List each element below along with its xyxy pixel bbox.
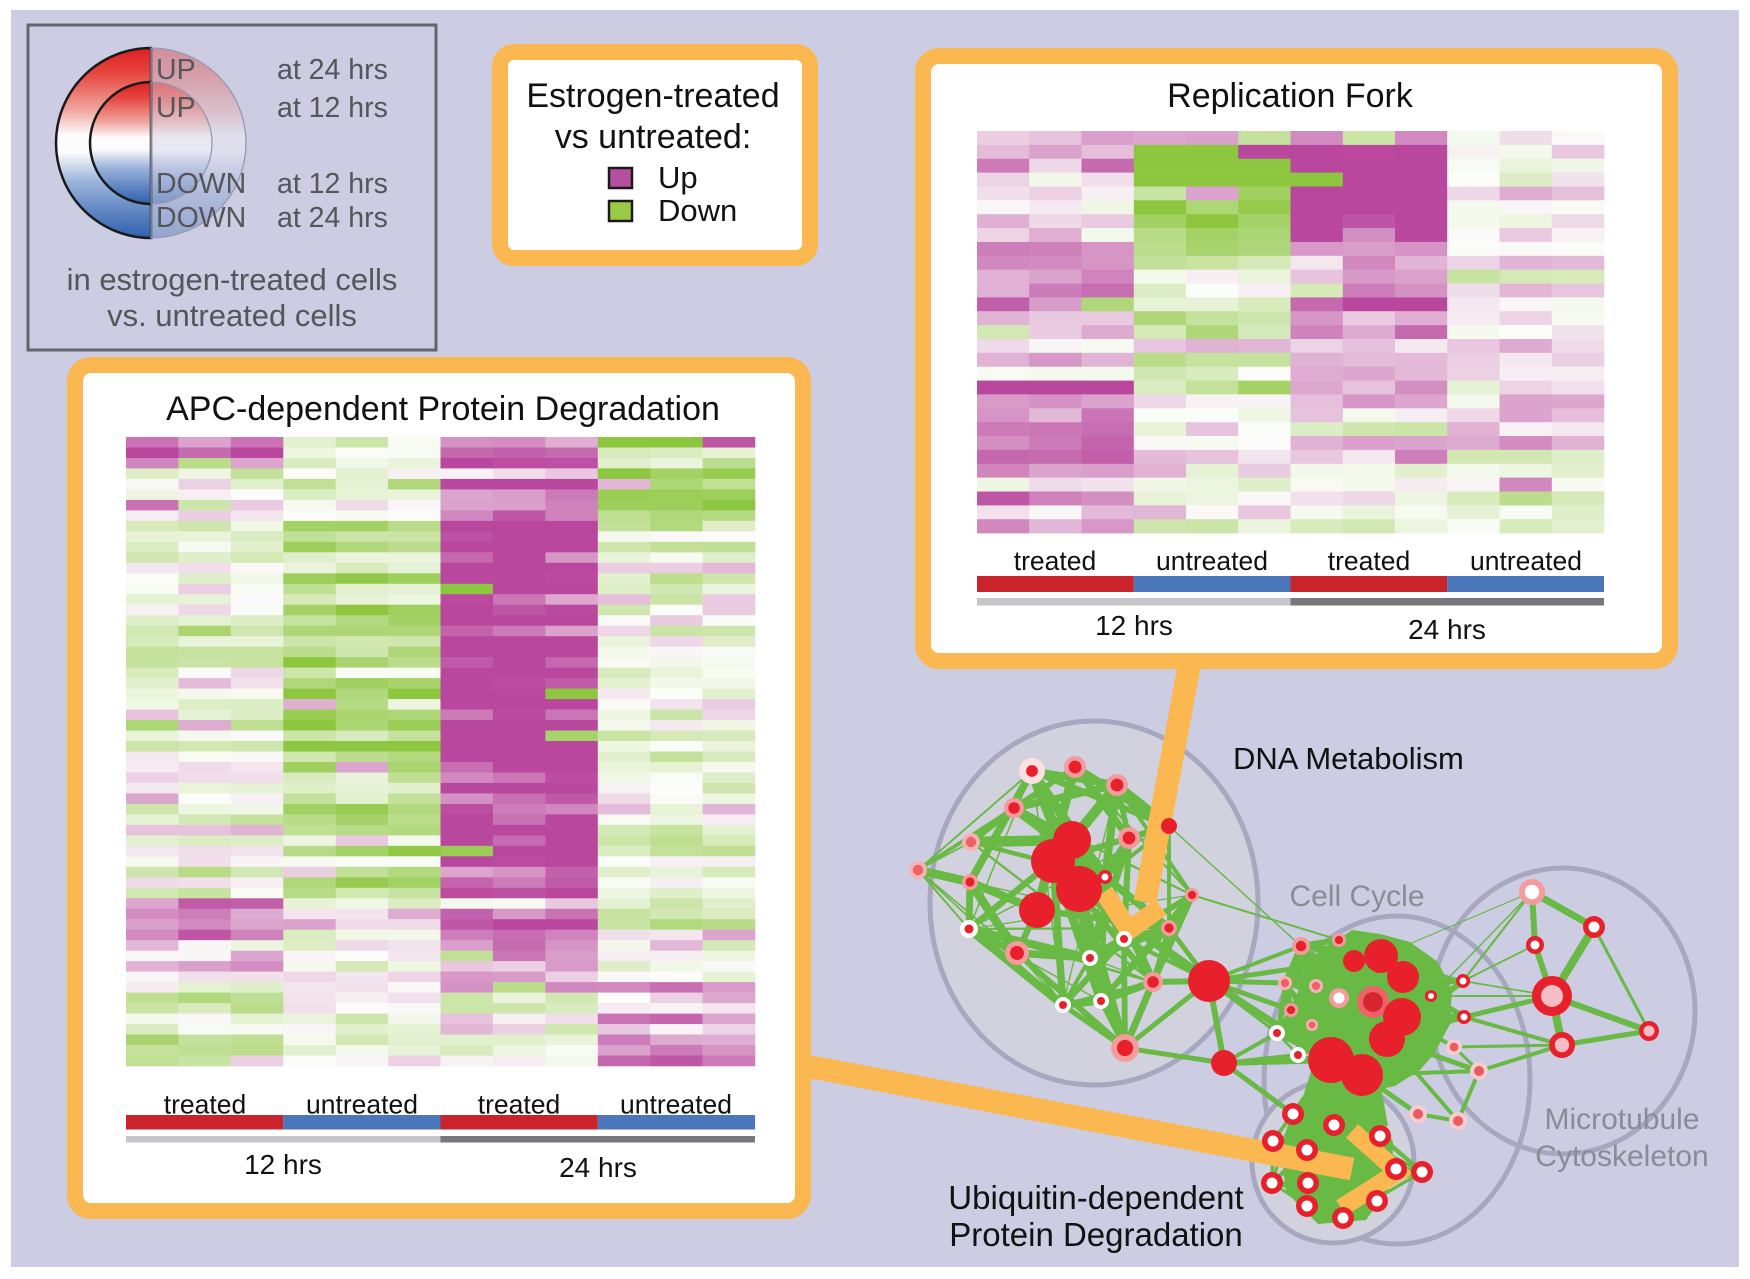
svg-text:DNA Metabolism: DNA Metabolism [1233, 741, 1464, 776]
svg-text:treated: treated [1014, 546, 1097, 576]
svg-text:24 hrs: 24 hrs [559, 1152, 637, 1183]
svg-text:Ubiquitin-dependent: Ubiquitin-dependent [948, 1179, 1243, 1216]
svg-text:DOWN: DOWN [156, 168, 246, 200]
svg-text:untreated: untreated [306, 1090, 418, 1120]
svg-text:vs. untreated cells: vs. untreated cells [107, 298, 357, 333]
svg-text:at 12 hrs: at 12 hrs [277, 168, 388, 200]
svg-text:12 hrs: 12 hrs [1095, 610, 1173, 641]
svg-text:treated: treated [1328, 546, 1411, 576]
svg-text:at 24 hrs: at 24 hrs [277, 202, 388, 234]
svg-text:Estrogen-treated: Estrogen-treated [526, 77, 779, 115]
svg-text:Up: Up [658, 160, 698, 195]
svg-text:Microtubule: Microtubule [1544, 1103, 1699, 1136]
svg-text:Cytoskeleton: Cytoskeleton [1535, 1140, 1708, 1173]
svg-text:APC-dependent Protein Degradat: APC-dependent Protein Degradation [166, 390, 720, 428]
svg-text:at 12 hrs: at 12 hrs [277, 92, 388, 124]
svg-text:DOWN: DOWN [156, 202, 246, 234]
svg-text:24 hrs: 24 hrs [1408, 614, 1486, 645]
svg-text:Protein Degradation: Protein Degradation [949, 1216, 1243, 1253]
svg-text:treated: treated [478, 1090, 561, 1120]
svg-text:Replication Fork: Replication Fork [1167, 77, 1414, 115]
svg-text:in estrogen-treated cells: in estrogen-treated cells [67, 262, 398, 297]
svg-text:UP: UP [156, 92, 196, 124]
svg-text:UP: UP [156, 54, 196, 86]
svg-text:untreated: untreated [1156, 546, 1268, 576]
svg-text:vs untreated:: vs untreated: [555, 118, 752, 156]
svg-text:Cell Cycle: Cell Cycle [1289, 880, 1424, 913]
svg-text:treated: treated [164, 1090, 247, 1120]
svg-text:Down: Down [658, 193, 737, 228]
svg-text:at 24 hrs: at 24 hrs [277, 54, 388, 86]
svg-text:untreated: untreated [620, 1090, 732, 1120]
svg-text:12 hrs: 12 hrs [244, 1149, 322, 1180]
svg-text:untreated: untreated [1470, 546, 1582, 576]
